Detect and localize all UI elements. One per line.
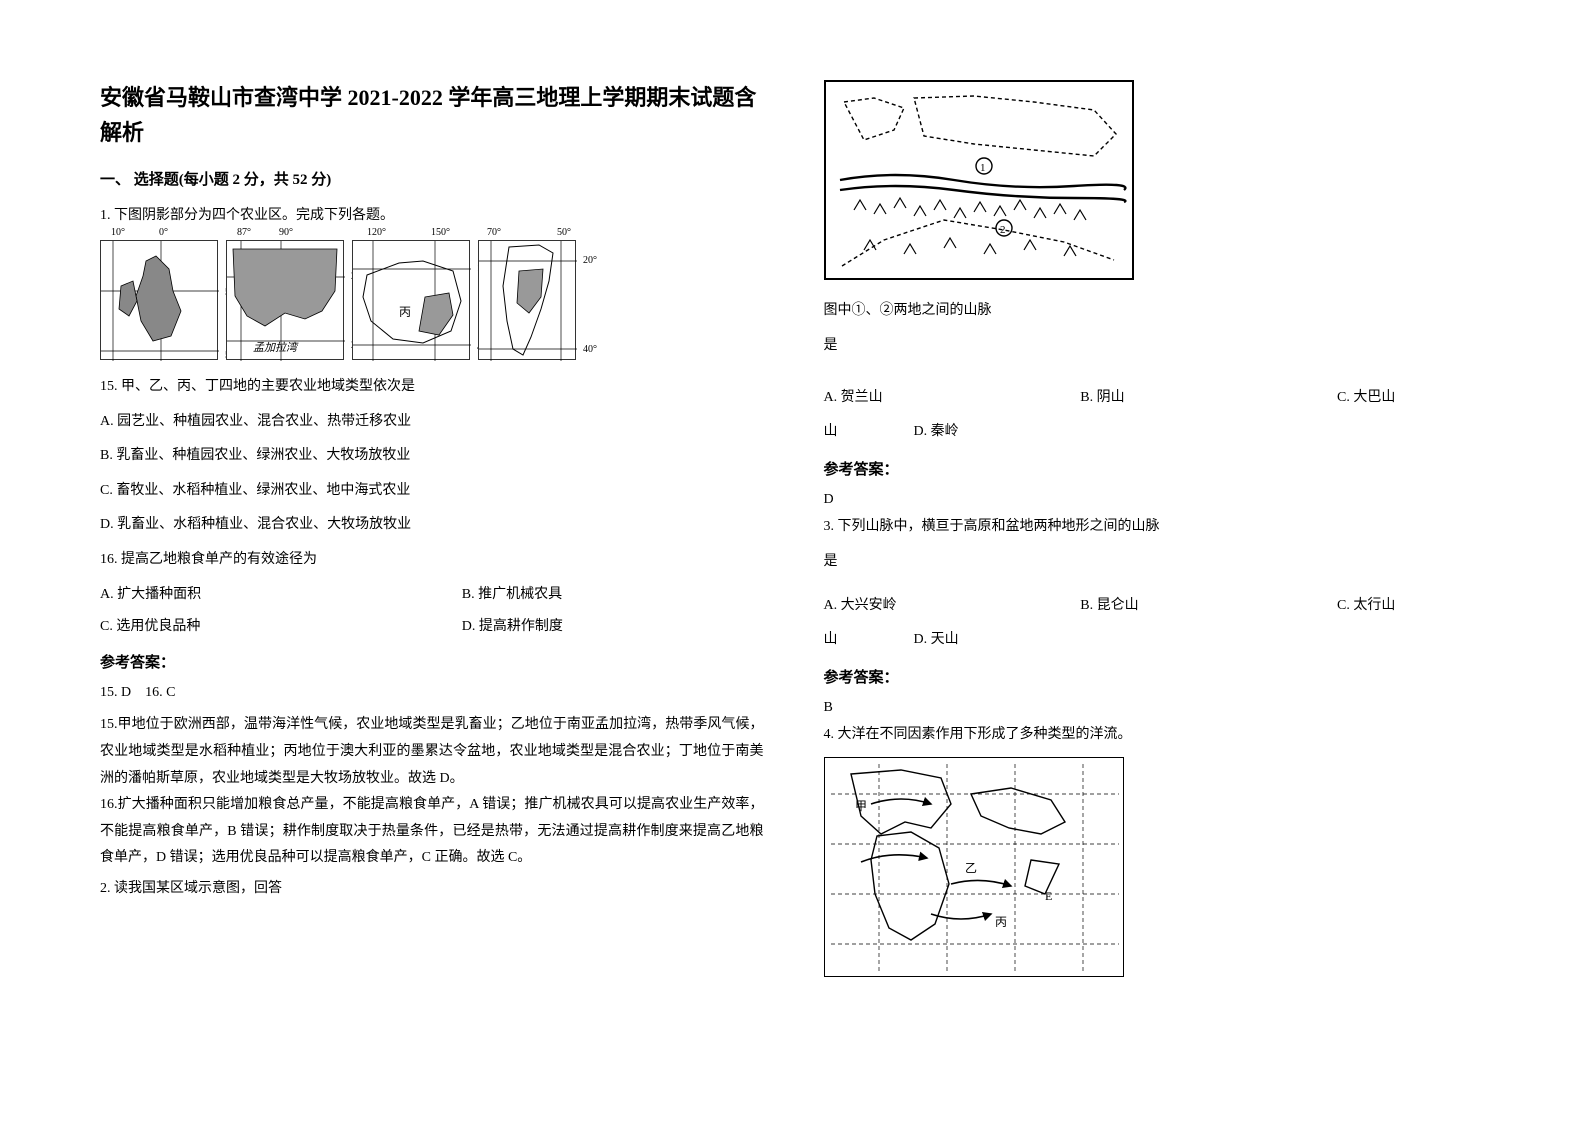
q4-figure: 甲 乙 丙 E (824, 757, 1124, 977)
q15-explain: 15.甲地位于欧洲西部，温带海洋性气候，农业地域类型是乳畜业；乙地位于南亚孟加拉… (100, 712, 764, 792)
q2-stem-line2: 是 (824, 333, 1488, 360)
q2-opt-c-tail: 山 (824, 415, 854, 449)
q1-figure-row: 10° 0° 55° 50° 87° 90° 24° 21° (100, 240, 764, 360)
q3-opt-c: C. 太行山 (1337, 589, 1487, 623)
svg-text:甲: 甲 (855, 799, 867, 813)
q3-opt-b: B. 昆仑山 (1080, 589, 1230, 623)
q3-answer: B (824, 695, 1488, 722)
q2-opt-b: B. 阴山 (1080, 381, 1230, 415)
q15-opt-d: D. 乳畜业、水稻种植业、混合农业、大牧场放牧业 (100, 512, 764, 539)
q16-opt-c: C. 选用优良品种 (100, 614, 402, 641)
q1-fig-jia: 10° 0° 55° 50° (100, 240, 218, 360)
q16-opt-d: D. 提高耕作制度 (462, 614, 764, 641)
svg-text:2: 2 (1000, 224, 1006, 236)
q2-opt-c: C. 大巴山 (1337, 381, 1487, 415)
q2-stem-line1: 图中①、②两地之间的山脉 (824, 298, 1488, 325)
q2-opt-a: A. 贺兰山 (824, 381, 974, 415)
svg-text:1: 1 (980, 162, 986, 174)
pampas-map-icon (479, 241, 577, 361)
q1-fig-yi: 87° 90° 24° 21° 孟加拉湾 (226, 240, 344, 360)
ocean-current-map-icon: 甲 乙 丙 E (831, 764, 1119, 972)
q15-stem: 15. 甲、乙、丙、丁四地的主要农业地域类型依次是 (100, 374, 764, 401)
q3-opt-c-tail: 山 (824, 623, 854, 657)
q1-fig-bing: 120° 150° 15° 40° 丙 (352, 240, 470, 360)
q16-stem: 16. 提高乙地粮食单产的有效途径为 (100, 547, 764, 574)
svg-text:丙: 丙 (995, 915, 1007, 929)
q3-opt-a: A. 大兴安岭 (824, 589, 974, 623)
q3-stem-line1: 3. 下列山脉中，横亘于高原和盆地两种地形之间的山脉 (824, 514, 1488, 541)
q1-fig-ding: 70° 50° 20° 40° (478, 240, 576, 360)
q15-opt-c: C. 畜牧业、水稻种植业、绿洲农业、地中海式农业 (100, 478, 764, 505)
q2-answer-label: 参考答案： (824, 458, 1488, 479)
region-map-icon: 1 2 (834, 90, 1128, 274)
uk-map-icon (101, 241, 219, 361)
australia-map-icon (353, 241, 471, 361)
q16-opt-a: A. 扩大播种面积 (100, 582, 402, 609)
q3-answer-label: 参考答案： (824, 666, 1488, 687)
q1-stem: 1. 下图阴影部分为四个农业区。完成下列各题。 (100, 203, 764, 230)
q2-figure: 1 2 (824, 80, 1134, 280)
exam-title: 安徽省马鞍山市查湾中学 2021-2022 学年高三地理上学期期末试题含解析 (100, 80, 764, 150)
q1-answer: 15. D 16. C (100, 680, 764, 707)
section-heading: 一、 选择题(每小题 2 分，共 52 分) (100, 168, 764, 189)
svg-text:乙: 乙 (965, 861, 977, 875)
q2-stem-left: 2. 读我国某区域示意图，回答 (100, 876, 764, 903)
q15-opt-b: B. 乳畜业、种植园农业、绿洲农业、大牧场放牧业 (100, 443, 764, 470)
q3-opt-d: D. 天山 (854, 623, 1488, 657)
svg-text:E: E (1045, 889, 1052, 903)
q1-answer-label: 参考答案： (100, 651, 764, 672)
q3-stem-line2: 是 (824, 549, 1488, 576)
q2-answer: D (824, 487, 1488, 514)
q4-stem: 4. 大洋在不同因素作用下形成了多种类型的洋流。 (824, 722, 1488, 749)
q16-opt-b: B. 推广机械农具 (462, 582, 764, 609)
q16-explain: 16.扩大播种面积只能增加粮食总产量，不能提高粮食单产，A 错误；推广机械农具可… (100, 792, 764, 872)
q15-opt-a: A. 园艺业、种植园农业、混合农业、热带迁移农业 (100, 409, 764, 436)
q2-opt-d: D. 秦岭 (854, 415, 1488, 449)
